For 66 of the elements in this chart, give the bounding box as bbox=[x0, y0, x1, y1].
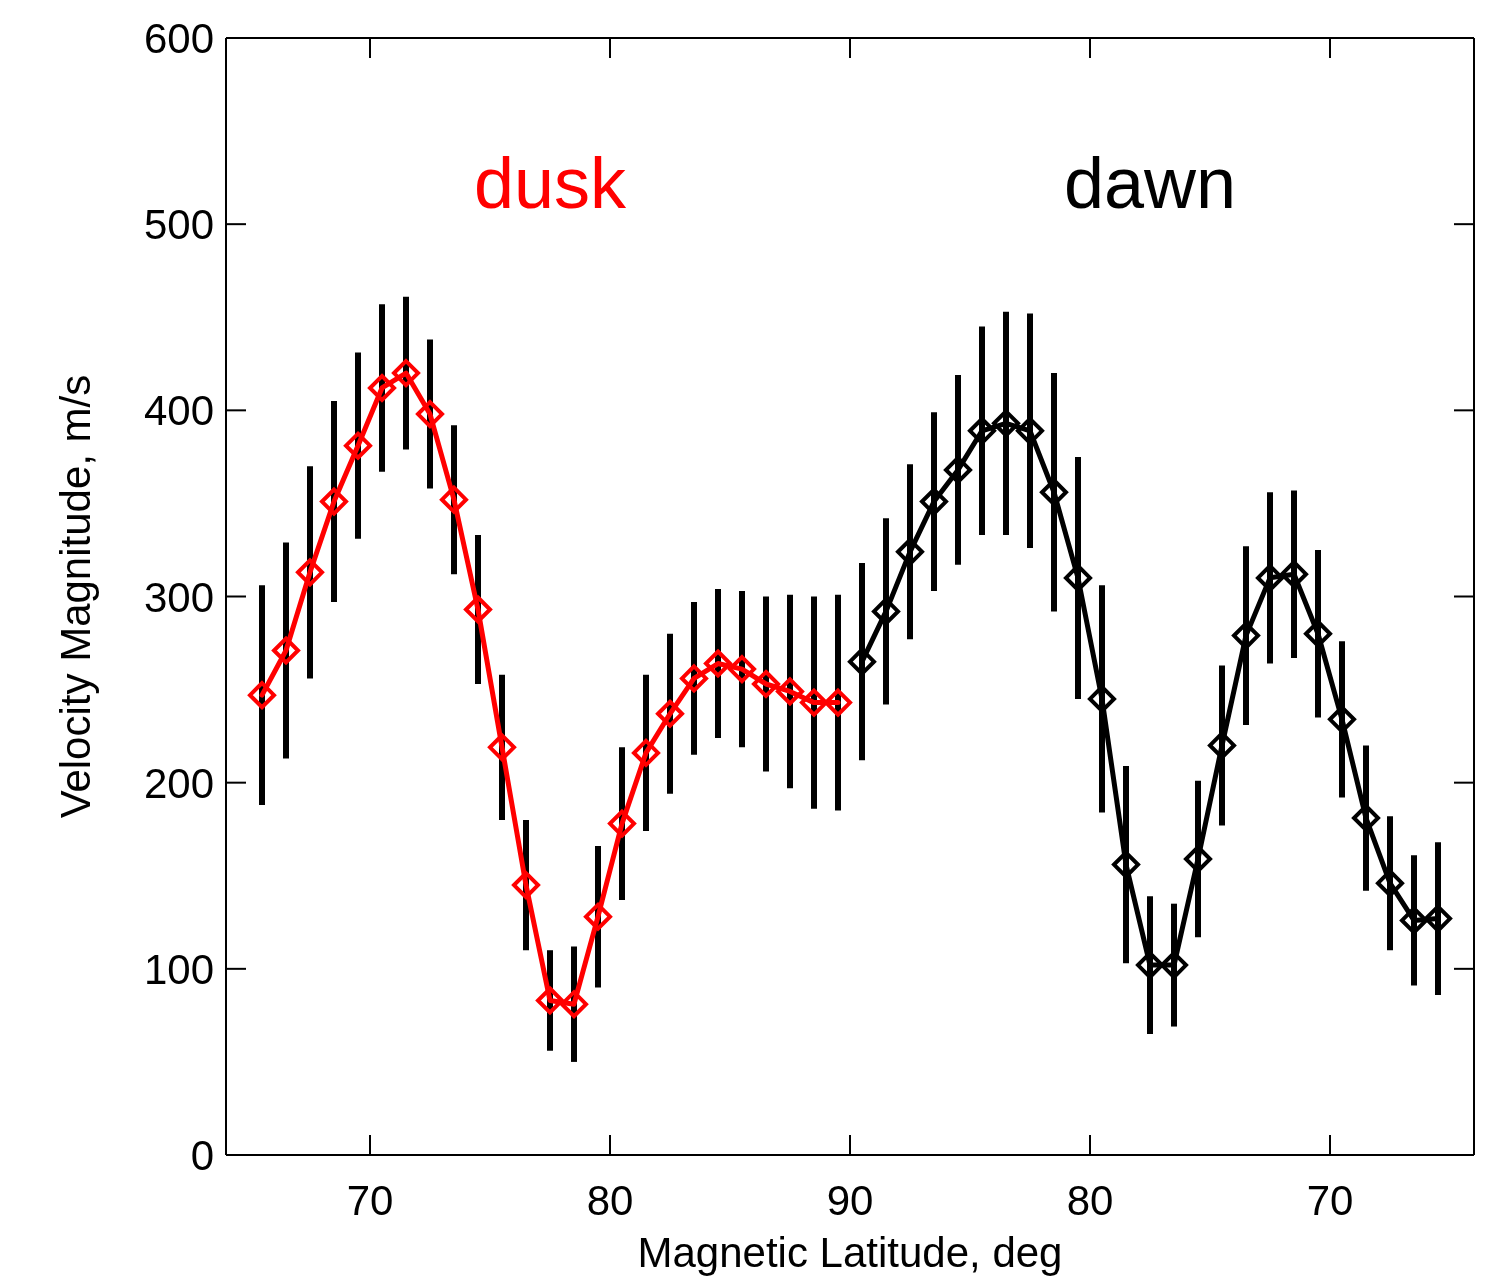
point bbox=[920, 487, 948, 516]
y-tick-label: 300 bbox=[143, 573, 214, 621]
legend-label: dawn bbox=[1063, 143, 1237, 223]
point bbox=[896, 537, 924, 566]
point bbox=[1040, 478, 1068, 507]
point bbox=[800, 688, 828, 717]
point bbox=[656, 699, 684, 728]
y-tick-label: 200 bbox=[143, 759, 214, 807]
point bbox=[536, 986, 564, 1015]
point bbox=[296, 558, 324, 587]
point bbox=[752, 670, 780, 698]
point bbox=[608, 809, 636, 838]
point bbox=[1184, 844, 1212, 873]
point bbox=[968, 416, 996, 445]
point bbox=[872, 597, 900, 626]
x-tick-label: 80 bbox=[1066, 1177, 1114, 1224]
point bbox=[848, 647, 876, 676]
point bbox=[1064, 563, 1092, 592]
point bbox=[776, 677, 804, 706]
point bbox=[1136, 951, 1164, 980]
point bbox=[1424, 904, 1452, 933]
point bbox=[272, 636, 300, 665]
y-axis-title: Velocity Magnitude, m/s bbox=[52, 374, 99, 819]
point bbox=[1160, 951, 1188, 980]
point bbox=[1304, 619, 1332, 648]
point bbox=[368, 373, 396, 402]
point bbox=[680, 664, 708, 693]
point bbox=[464, 595, 492, 624]
point bbox=[440, 485, 468, 514]
point bbox=[1352, 804, 1380, 833]
point bbox=[560, 990, 588, 1019]
x-axis-title: Magnetic Latitude, deg bbox=[637, 1229, 1063, 1276]
point bbox=[392, 359, 420, 388]
point bbox=[1208, 731, 1236, 760]
point bbox=[320, 487, 348, 516]
point bbox=[248, 681, 276, 710]
point bbox=[1256, 563, 1284, 592]
y-tick-label: 100 bbox=[143, 945, 214, 993]
point bbox=[728, 655, 756, 684]
point bbox=[344, 431, 372, 460]
point bbox=[1280, 560, 1308, 589]
point bbox=[824, 688, 852, 717]
point bbox=[1328, 705, 1356, 734]
text: dusk bbox=[473, 143, 628, 223]
point bbox=[632, 738, 660, 767]
x-tick-label: 70 bbox=[1306, 1177, 1354, 1224]
point bbox=[1376, 869, 1404, 898]
y-tick-label: 0 bbox=[190, 1132, 214, 1179]
point bbox=[512, 871, 540, 900]
point bbox=[488, 733, 516, 762]
point bbox=[1016, 416, 1044, 445]
y-tick-label: 600 bbox=[143, 15, 214, 62]
x-tick-label: 90 bbox=[826, 1177, 874, 1224]
point bbox=[1112, 850, 1140, 879]
point bbox=[704, 649, 732, 678]
y-tick-label: 400 bbox=[143, 387, 214, 435]
x-tick-label: 70 bbox=[346, 1177, 394, 1224]
y-tick-label: 500 bbox=[143, 201, 214, 249]
point bbox=[944, 455, 972, 484]
point bbox=[584, 902, 612, 931]
point bbox=[1400, 906, 1428, 935]
point bbox=[416, 400, 444, 429]
point bbox=[1232, 621, 1260, 650]
x-tick-label: 80 bbox=[586, 1177, 634, 1224]
point bbox=[1088, 684, 1116, 713]
point bbox=[992, 409, 1020, 438]
